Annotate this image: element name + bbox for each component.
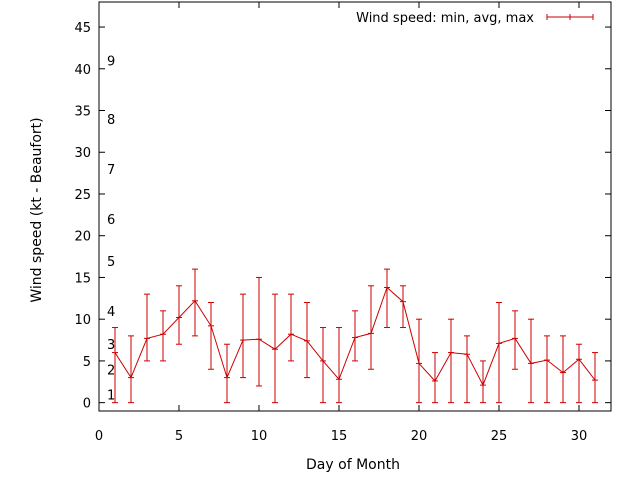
error-bar-point (416, 318, 422, 404)
x-tick-label: 30 (571, 429, 588, 444)
error-bar-point (192, 268, 198, 337)
error-bar-point (256, 276, 262, 387)
beaufort-label: 4 (107, 305, 115, 320)
beaufort-label: 3 (107, 338, 115, 353)
plot-area (112, 268, 598, 404)
y-tick-label: 45 (74, 21, 91, 36)
error-bar-point (528, 318, 534, 404)
y-tick-label: 0 (83, 397, 91, 412)
error-bar-point (160, 310, 166, 362)
error-bar-point (480, 360, 486, 404)
error-bar-point (224, 343, 230, 404)
y-tick-label: 25 (74, 188, 91, 203)
error-bar-point (432, 352, 438, 404)
x-tick-label: 10 (251, 429, 268, 444)
beaufort-label: 8 (107, 113, 115, 128)
y-tick-label: 30 (74, 146, 91, 161)
beaufort-label: 7 (107, 163, 115, 178)
error-bar-point (448, 318, 454, 404)
beaufort-label: 6 (107, 213, 115, 228)
beaufort-label: 5 (107, 255, 115, 270)
y-tick-label: 15 (74, 271, 91, 286)
error-bar-point (320, 327, 326, 404)
error-bar-point (544, 335, 550, 404)
y-tick-label: 10 (74, 313, 91, 328)
error-bar-point (144, 293, 150, 362)
x-tick-label: 5 (175, 429, 183, 444)
error-bar-point (352, 310, 358, 362)
x-tick-label: 20 (411, 429, 428, 444)
error-bar-point (592, 352, 598, 404)
error-bar-point (560, 335, 566, 404)
error-bar-point (288, 293, 294, 362)
y-tick-label: 35 (74, 105, 91, 120)
error-bar-point (128, 335, 134, 404)
error-bar-point (304, 301, 310, 379)
plot-border (98, 1, 612, 412)
error-bar-point (512, 310, 518, 370)
y-tick-label: 40 (74, 63, 91, 78)
beaufort-label: 2 (107, 363, 115, 378)
x-tick-label: 0 (95, 429, 103, 444)
beaufort-scale-labels: 1 2 3 4 5 6 7 8 9 (107, 54, 115, 403)
error-bar-point (176, 285, 182, 345)
legend-label: Wind speed: min, avg, max (356, 11, 534, 26)
y-axis-title: Wind speed (kt - Beaufort) (29, 117, 45, 302)
beaufort-label: 1 (107, 388, 115, 403)
error-bar-point (112, 327, 118, 404)
x-tick-label: 15 (331, 429, 348, 444)
error-bar-point (384, 268, 390, 329)
legend: Wind speed: min, avg, max (356, 11, 594, 26)
error-bar-point (336, 327, 342, 404)
error-bar-point (496, 301, 502, 404)
error-bar-point (368, 285, 374, 370)
error-bar-point (240, 293, 246, 379)
y-tick-label: 20 (74, 230, 91, 245)
beaufort-label: 9 (107, 54, 115, 69)
error-bar-point (272, 293, 278, 404)
error-bar-point (400, 285, 406, 329)
x-tick-label: 25 (491, 429, 508, 444)
x-axis-title: Day of Month (306, 457, 400, 473)
y-tick-label: 5 (83, 355, 91, 370)
error-bar-point (464, 335, 470, 404)
error-bar-point (208, 301, 214, 370)
error-bar-point (576, 343, 582, 404)
